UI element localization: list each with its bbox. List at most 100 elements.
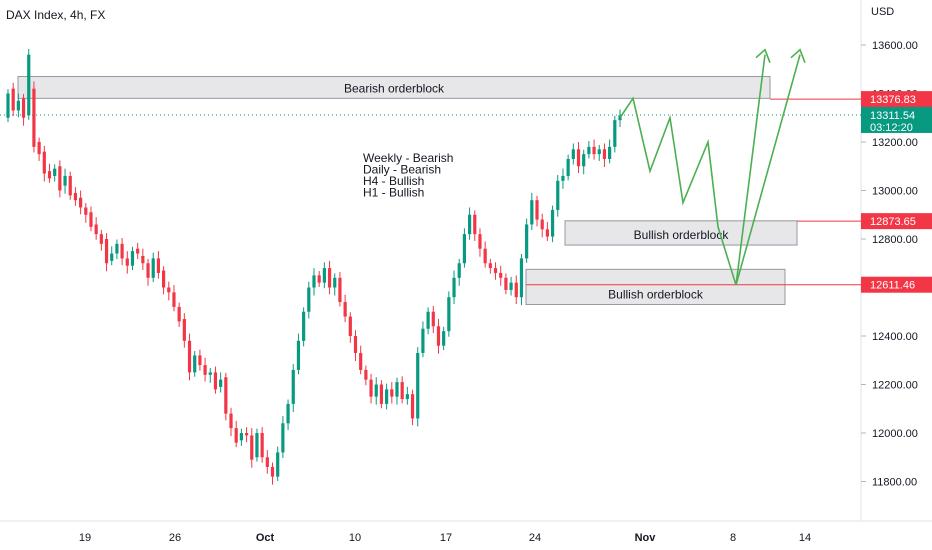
candle-body bbox=[312, 275, 316, 288]
candle-body bbox=[265, 457, 269, 467]
candle-body bbox=[32, 88, 36, 147]
candle-body bbox=[410, 394, 415, 419]
candle-body bbox=[281, 423, 285, 453]
candle-body bbox=[530, 200, 534, 225]
projection-path bbox=[619, 48, 806, 286]
candle-body bbox=[400, 382, 404, 400]
orderblock-label: Bullish orderblock bbox=[608, 287, 704, 301]
candle-body bbox=[525, 224, 529, 259]
candle-body bbox=[68, 175, 72, 196]
candle-body bbox=[94, 224, 98, 235]
candle-body bbox=[16, 100, 20, 111]
candle-body bbox=[213, 372, 218, 390]
candle-body bbox=[467, 214, 472, 235]
candle-body bbox=[73, 192, 78, 201]
candle-body bbox=[566, 158, 570, 176]
candle-body bbox=[125, 258, 129, 266]
candle-body bbox=[89, 212, 93, 227]
candle-body bbox=[182, 319, 186, 341]
candle-body bbox=[255, 433, 259, 458]
candle-body bbox=[592, 146, 596, 155]
time-tick-label: 17 bbox=[440, 532, 452, 544]
price-tick-label: 13000.00 bbox=[872, 186, 918, 198]
candle-body bbox=[473, 214, 477, 235]
time-tick-label: Oct bbox=[256, 532, 275, 544]
price-tick-label: 12200.00 bbox=[872, 380, 918, 392]
price-tag-label: 13376.83 bbox=[870, 94, 916, 106]
price-tick-label: 11800.00 bbox=[872, 477, 917, 489]
orderblock-zone bbox=[525, 268, 786, 305]
candle-body bbox=[416, 352, 420, 419]
price-tag-label: 13311.54 bbox=[870, 110, 915, 122]
bias-annotation: Weekly - Bearish Daily - Bearish H4 - Bull… bbox=[363, 151, 453, 200]
candle-body bbox=[493, 268, 498, 273]
candle-body bbox=[99, 234, 103, 244]
candle-body bbox=[327, 268, 332, 288]
candle-body bbox=[317, 275, 321, 283]
candle-body bbox=[535, 200, 539, 220]
candle-body bbox=[172, 292, 176, 307]
candle-body bbox=[110, 253, 114, 261]
time-tick-label: 24 bbox=[529, 532, 541, 544]
candle-body bbox=[141, 255, 145, 264]
candle-body bbox=[120, 243, 124, 259]
candle-body bbox=[488, 263, 492, 269]
candle-body bbox=[244, 433, 249, 436]
currency-label: USD bbox=[871, 6, 895, 18]
candle-body bbox=[343, 302, 347, 317]
price-tick-label: 13600.00 bbox=[872, 40, 918, 52]
chart-title: DAX Index, 4h, FX bbox=[6, 8, 106, 22]
candle-body bbox=[597, 149, 601, 155]
candle-body bbox=[250, 435, 254, 460]
candle-body bbox=[457, 263, 461, 278]
candle-body bbox=[47, 171, 52, 179]
time-tick-label: 26 bbox=[169, 532, 181, 544]
candle-body bbox=[296, 340, 301, 370]
orderblock-zone bbox=[17, 76, 771, 99]
arrowhead bbox=[790, 48, 806, 63]
bias-annotation-line: Weekly - Bearish bbox=[363, 151, 453, 165]
projection-line bbox=[735, 54, 801, 286]
candle-body bbox=[63, 175, 67, 186]
candle-body bbox=[115, 243, 119, 254]
candle-body bbox=[239, 433, 243, 441]
orderblock-label: Bullish orderblock bbox=[634, 228, 730, 242]
candle-body bbox=[545, 229, 549, 237]
candle-body bbox=[286, 403, 290, 424]
price-tick-label: 12800.00 bbox=[872, 234, 918, 246]
candle-body bbox=[452, 277, 456, 298]
candle-body bbox=[229, 413, 233, 429]
candle-body bbox=[576, 149, 581, 167]
candle-body bbox=[203, 365, 207, 375]
candle-body bbox=[270, 466, 275, 477]
candle-body bbox=[374, 384, 378, 397]
candle-body bbox=[42, 151, 46, 174]
candle-body bbox=[53, 168, 57, 176]
candle-body bbox=[27, 54, 31, 116]
candle-body bbox=[462, 234, 467, 264]
candle-body bbox=[540, 219, 544, 230]
bias-annotation-line: Daily - Bearish bbox=[363, 163, 441, 177]
candle-body bbox=[514, 282, 518, 298]
candle-body bbox=[198, 355, 202, 366]
candle-body bbox=[385, 389, 389, 404]
candle-body bbox=[58, 166, 62, 191]
candle-body bbox=[333, 277, 337, 288]
bias-annotation-line: H4 - Bullish bbox=[363, 174, 424, 188]
candle-body bbox=[483, 248, 487, 264]
candle-body bbox=[509, 282, 513, 290]
candle-body bbox=[442, 331, 446, 346]
price-tick-label: 12000.00 bbox=[872, 428, 918, 440]
time-tick-label: 19 bbox=[79, 532, 91, 544]
price-tick-label: 12400.00 bbox=[872, 331, 918, 343]
candle-body bbox=[395, 382, 399, 397]
time-tick-label: Nov bbox=[635, 532, 657, 544]
candle-body bbox=[276, 452, 280, 477]
price-tag bbox=[861, 106, 932, 133]
price-tag bbox=[861, 276, 932, 293]
candle-body bbox=[37, 142, 41, 155]
price-tag-label: 12873.65 bbox=[870, 216, 916, 228]
candle-body bbox=[146, 263, 150, 278]
candle-body bbox=[177, 306, 181, 322]
